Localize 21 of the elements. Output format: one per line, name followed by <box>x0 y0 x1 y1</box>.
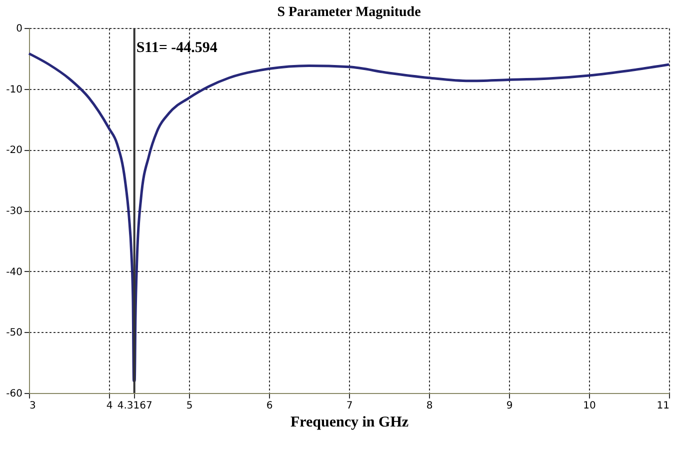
y-tick-label: -10 <box>6 84 22 96</box>
annotation: S11= -44.594 <box>136 40 218 56</box>
y-tick-label: -60 <box>6 388 22 400</box>
x-tick-label: 7 <box>346 400 353 412</box>
x-tick-label: 8 <box>426 400 433 412</box>
x-tick-label: 10 <box>583 400 596 412</box>
y-tick-label: -30 <box>6 206 22 217</box>
x-axis-title: Frequency in GHz <box>290 414 409 430</box>
x-tick-label: 3 <box>30 400 36 412</box>
y-tick-label: -50 <box>6 328 22 339</box>
y-tick-label: -20 <box>6 145 22 156</box>
x-tick-label: 11 <box>656 400 670 412</box>
y-tick-label: -40 <box>6 266 22 278</box>
y-tick-label: 0 <box>16 24 22 34</box>
x-tick-label: 5 <box>186 400 193 412</box>
x-tick-label: 9 <box>506 400 513 412</box>
x-tick-label: 4 <box>106 400 113 412</box>
chart-title: S Parameter Magnitude <box>277 5 421 20</box>
x-tick-label: 4.3167 <box>117 400 152 412</box>
x-tick-label: 6 <box>266 400 273 412</box>
line-series <box>28 52 670 382</box>
